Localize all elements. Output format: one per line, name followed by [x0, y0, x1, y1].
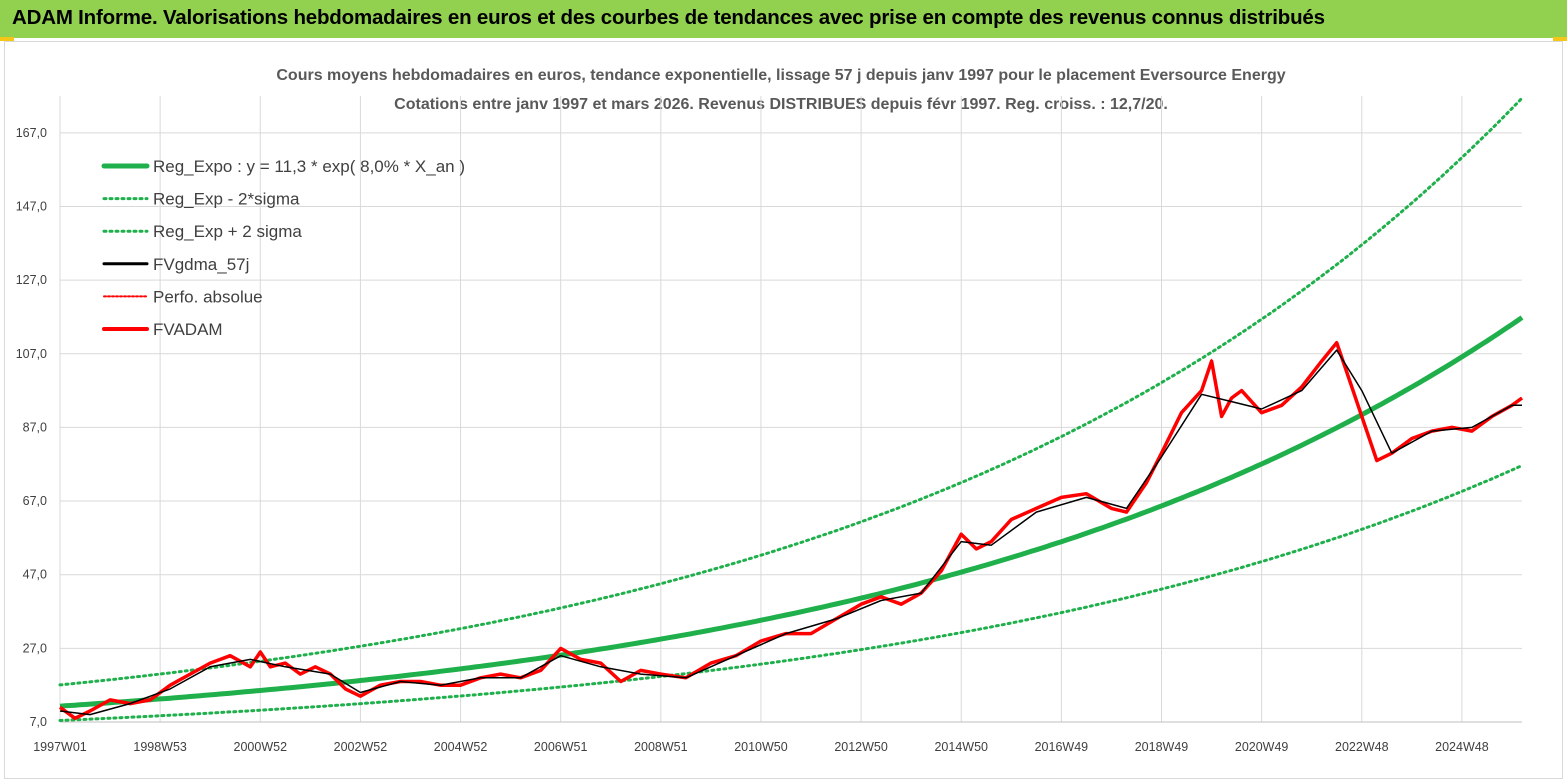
x-tick-label: 2006W51 [534, 740, 588, 754]
legend-label: Reg_Expo : y = 11,3 * exp( 8,0% * X_an ) [153, 157, 465, 176]
corner-accent-right [1553, 37, 1567, 41]
x-tick-label: 2004W52 [434, 740, 488, 754]
x-tick-label: 1998W53 [133, 740, 187, 754]
chart-frame [4, 41, 1563, 779]
chart-title: Cours moyens hebdomadaires en euros, ten… [276, 67, 1285, 84]
x-tick-label: 2000W52 [234, 740, 288, 754]
legend-label: Perfo. absolue [153, 287, 263, 306]
series-perfo-absolue [59, 341, 1523, 720]
x-tick-label: 2018W49 [1135, 740, 1189, 754]
x-tick-label: 2014W50 [934, 740, 988, 754]
series-reg-exp-minus-2sigma [58, 464, 1524, 722]
legend-label: FVgdma_57j [153, 255, 249, 274]
legend-label: FVADAM [153, 320, 223, 339]
legend-label: Reg_Exp - 2*sigma [153, 190, 300, 209]
x-tick-label: 2002W52 [334, 740, 388, 754]
x-tick-label: 2020W49 [1235, 740, 1289, 754]
x-tick-label: 2022W48 [1335, 740, 1389, 754]
y-tick-label: 167,0 [16, 126, 47, 140]
banner-title: ADAM Informe. Valorisations hebdomadaire… [12, 6, 1325, 29]
x-tick-label: 2024W48 [1435, 740, 1489, 754]
x-tick-label: 2012W50 [834, 740, 888, 754]
plot-lines [58, 96, 1524, 722]
y-tick-label: 47,0 [23, 568, 47, 582]
y-tick-label: 67,0 [23, 494, 47, 508]
x-axis-ticks: 1997W01 1998W53 2000W52 2002W52 2004W52 2006W… [33, 740, 1488, 754]
chart-subtitle: Cotations entre janv 1997 et mars 2026. … [394, 96, 1168, 113]
legend: Reg_Expo : y = 11,3 * exp( 8,0% * X_an )… [101, 157, 465, 339]
x-tick-label: 1997W01 [33, 740, 87, 754]
series-reg-expo [59, 315, 1524, 709]
y-tick-label: 127,0 [16, 273, 47, 287]
legend-label: Reg_Exp + 2 sigma [153, 222, 302, 241]
x-tick-label: 2008W51 [634, 740, 688, 754]
series-fvadam [58, 340, 1524, 721]
y-tick-label: 7,0 [30, 715, 47, 729]
y-axis-ticks: 7,0 27,0 47,0 67,0 87,0 107,0 127,0 147,0 167,0 [16, 126, 47, 729]
gridlines [59, 96, 1522, 723]
corner-accent-left [0, 37, 14, 41]
x-tick-label: 2010W50 [734, 740, 788, 754]
y-tick-label: 87,0 [23, 420, 47, 434]
x-tick-label: 2016W49 [1035, 740, 1089, 754]
y-tick-label: 107,0 [16, 347, 47, 361]
y-tick-label: 27,0 [23, 641, 47, 655]
y-tick-label: 147,0 [16, 199, 47, 213]
series-reg-exp-plus-2sigma [58, 96, 1524, 687]
series-fvgdma-57j [59, 349, 1522, 716]
banner: ADAM Informe. Valorisations hebdomadaire… [0, 0, 1567, 38]
